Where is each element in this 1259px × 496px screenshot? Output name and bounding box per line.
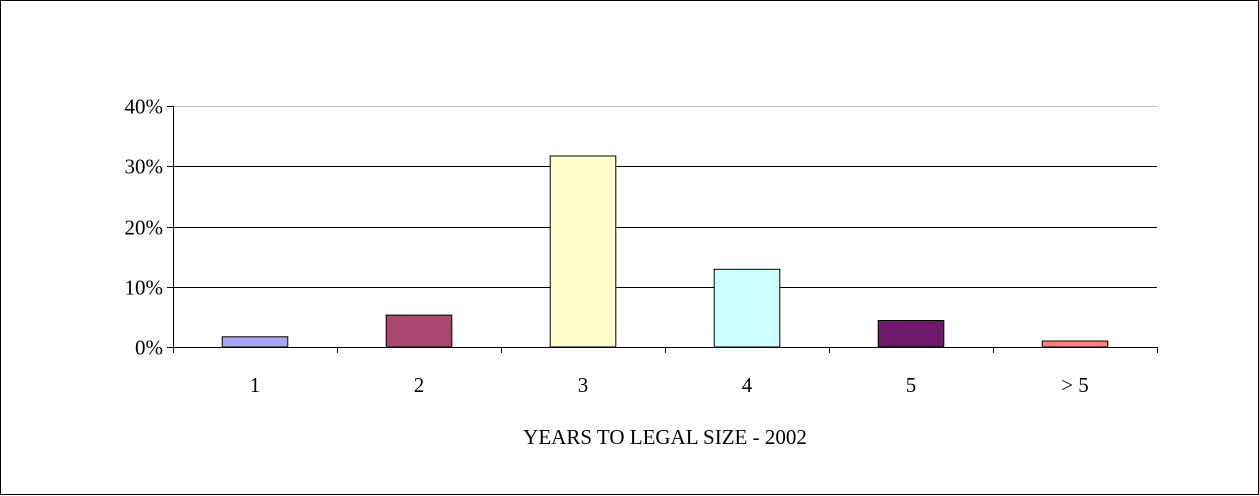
y-tick-label: 20% xyxy=(125,216,164,240)
bars xyxy=(221,155,1109,348)
bar-5 xyxy=(877,320,945,348)
x-tick-label: 3 xyxy=(578,373,589,397)
tick-labels: 0% 10% 20% 30% 40% 1 2 3 4 5 > 5 xyxy=(125,95,1089,398)
y-tick-label: 0% xyxy=(135,336,163,360)
bar-3 xyxy=(549,155,617,348)
x-tick-label: 1 xyxy=(250,373,261,397)
x-tick-label: 4 xyxy=(742,373,753,397)
gridlines xyxy=(173,106,1157,288)
bar-6 xyxy=(1041,340,1109,348)
y-tick-label: 40% xyxy=(125,95,164,119)
x-tick-label: 5 xyxy=(906,373,917,397)
bar-4 xyxy=(713,268,781,348)
x-tick-label: 2 xyxy=(414,373,425,397)
y-tick-label: 10% xyxy=(125,276,164,300)
x-tick-label: > 5 xyxy=(1061,373,1089,397)
x-axis-title: YEARS TO LEGAL SIZE - 2002 xyxy=(523,425,807,449)
y-tick-label: 30% xyxy=(125,155,164,179)
bar-1 xyxy=(221,336,289,348)
axes xyxy=(167,106,1158,353)
bar-2 xyxy=(385,314,453,348)
